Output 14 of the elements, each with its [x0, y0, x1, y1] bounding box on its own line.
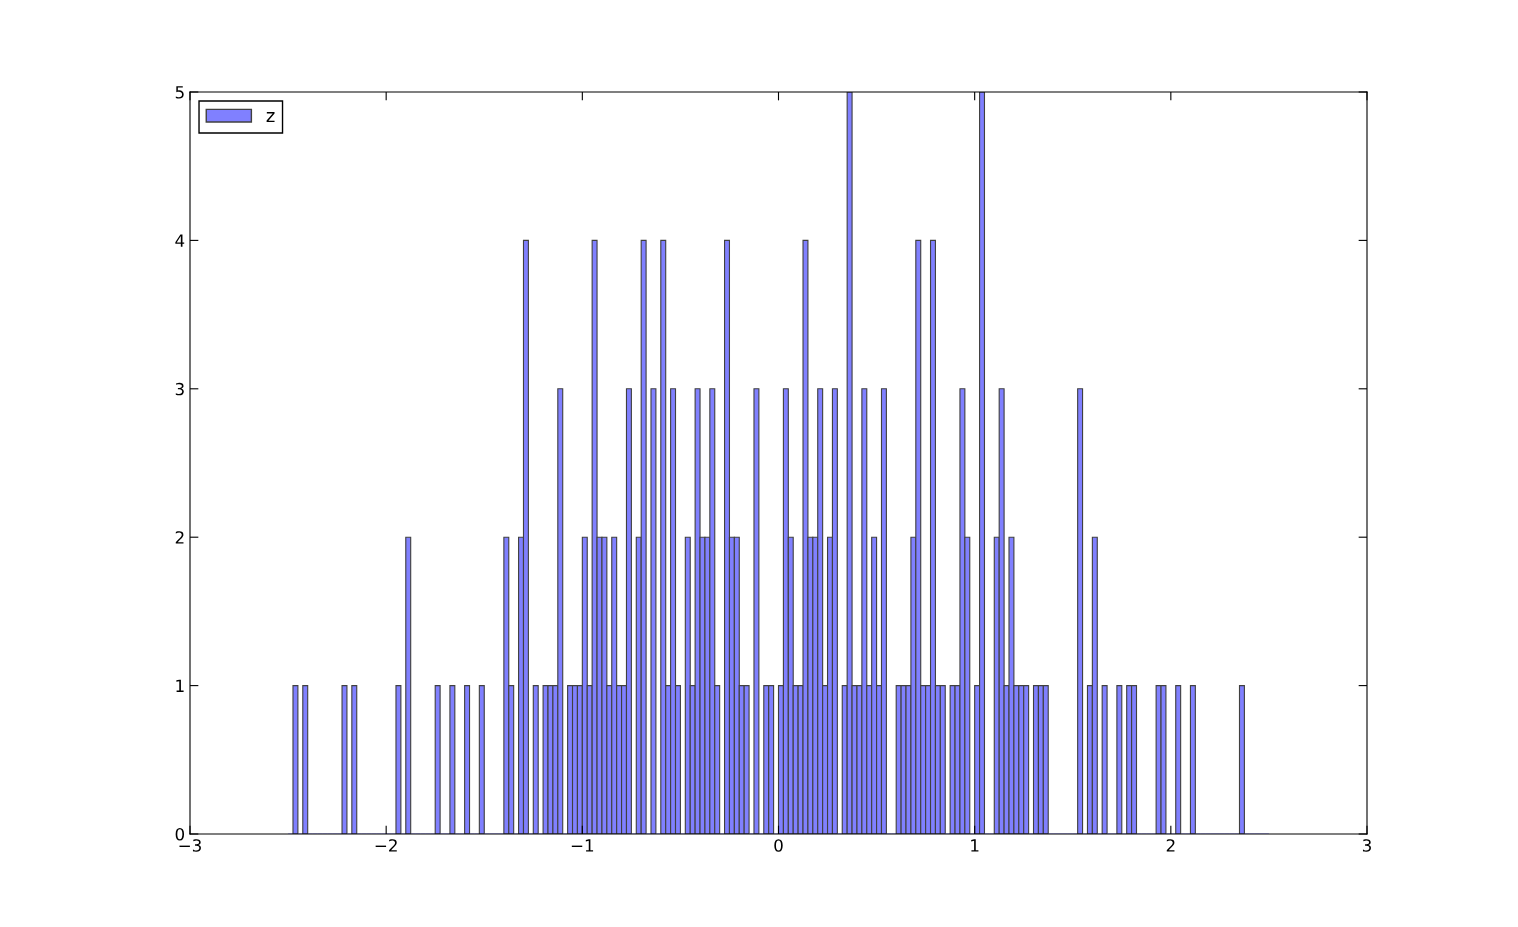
y-tick-label: 3	[175, 382, 184, 396]
x-tick-label: 0	[774, 839, 783, 852]
x-tick-label: −3	[179, 839, 201, 852]
x-tick-label: 2	[1166, 839, 1175, 852]
y-tick-label: 2	[175, 531, 184, 544]
x-tick-label: 3	[1362, 839, 1371, 852]
y-tick-label: 1	[176, 679, 184, 692]
legend-label: z	[266, 112, 275, 122]
x-tick-label: −2	[375, 839, 397, 852]
y-tick-label: 5	[175, 86, 184, 99]
y-tick-label: 0	[175, 827, 185, 841]
x-tick-label: 1	[971, 839, 979, 852]
x-tick-label: −1	[571, 839, 594, 852]
y-tick-label: 4	[175, 234, 185, 247]
